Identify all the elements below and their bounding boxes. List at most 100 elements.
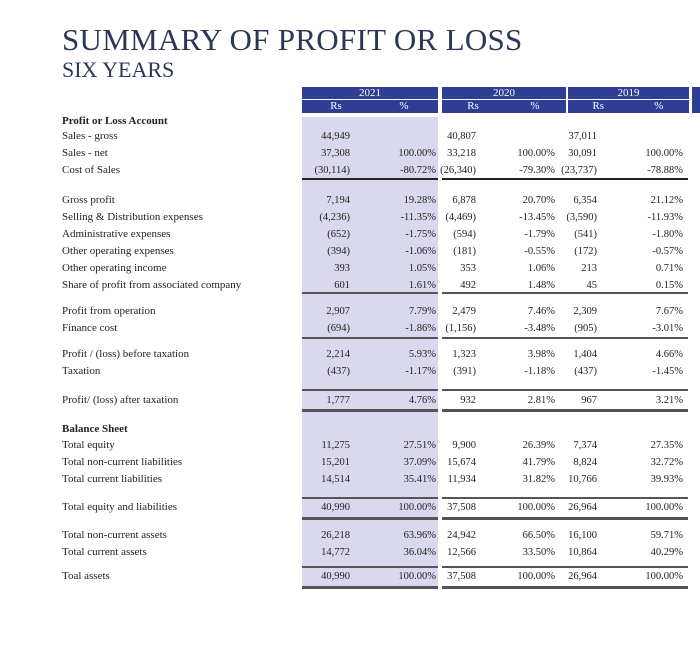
percent-cell: 21.12% [650, 195, 683, 206]
rule-line [442, 178, 688, 180]
amount-cell: (30,114) [314, 165, 350, 176]
percent-cell: 100.00% [517, 148, 555, 159]
percent-cell: 2.81% [527, 395, 555, 406]
amount-cell: 1,777 [326, 395, 350, 406]
amount-cell: (905) [574, 323, 597, 334]
rule-line [302, 337, 438, 339]
percent-cell: 59.71% [650, 530, 683, 541]
row-label: Other operating income [62, 262, 167, 274]
pct-column-header: % [370, 100, 438, 113]
percent-cell: 3.98% [527, 349, 555, 360]
year-header: 2019 [568, 87, 689, 99]
percent-cell: -80.72% [400, 165, 436, 176]
percent-cell: 100.00% [645, 502, 683, 513]
rule-line [302, 497, 438, 499]
percent-cell: 32.72% [650, 457, 683, 468]
row-label: Selling & Distribution expenses [62, 211, 203, 223]
percent-cell: 7.79% [408, 306, 436, 317]
row-label: Sales - net [62, 147, 108, 159]
amount-cell: 7,194 [326, 195, 350, 206]
amount-cell: 9,900 [452, 440, 476, 451]
amount-cell: 6,878 [452, 195, 476, 206]
rule-line [302, 409, 438, 412]
row-label: Finance cost [62, 322, 118, 334]
percent-cell: 100.00% [517, 571, 555, 582]
amount-cell: 2,907 [326, 306, 350, 317]
year-header: 2021 [302, 87, 438, 99]
percent-cell: -1.45% [652, 366, 683, 377]
rule-line [302, 517, 438, 520]
percent-cell: 1.05% [408, 263, 436, 274]
amount-cell: 14,514 [321, 474, 350, 485]
percent-cell: 3.21% [655, 395, 683, 406]
rule-line [302, 586, 438, 589]
amount-cell: 6,354 [573, 195, 597, 206]
rule-line [442, 517, 688, 520]
row-label: Total non-current assets [62, 529, 167, 541]
section-heading: Profit or Loss Account [62, 115, 168, 127]
amount-cell: 15,201 [321, 457, 350, 468]
amount-cell: (394) [327, 246, 350, 257]
rule-line [442, 337, 688, 339]
rule-line [442, 292, 688, 294]
row-label: Other operating expenses [62, 245, 174, 257]
rule-line [302, 178, 438, 180]
rule-line [442, 566, 688, 568]
amount-cell: 213 [581, 263, 597, 274]
row-label: Profit from operation [62, 305, 156, 317]
percent-cell: 63.96% [403, 530, 436, 541]
amount-cell: (437) [574, 366, 597, 377]
year-header-partial [692, 87, 700, 113]
amount-cell: 44,949 [321, 131, 350, 142]
amount-cell: 30,091 [568, 148, 597, 159]
amount-cell: 37,011 [568, 131, 598, 142]
row-label: Taxation [62, 365, 101, 377]
percent-cell: 1.48% [527, 280, 555, 291]
amount-cell: 2,214 [326, 349, 350, 360]
rs-column-header: Rs [568, 100, 629, 113]
row-label: Total non-current liabilities [62, 456, 183, 468]
amount-cell: 40,990 [321, 502, 350, 513]
row-label: Profit / (loss) before taxation [62, 348, 190, 360]
page-subtitle: SIX YEARS [62, 57, 175, 82]
amount-cell: (1,156) [445, 323, 476, 334]
amount-cell: 16,100 [568, 530, 597, 541]
percent-cell: 4.76% [408, 395, 436, 406]
amount-cell: 40,807 [447, 131, 476, 142]
amount-cell: 45 [586, 280, 598, 291]
amount-cell: (23,737) [561, 165, 597, 176]
percent-cell: 41.79% [522, 457, 555, 468]
row-label: Total current assets [62, 546, 147, 558]
page-title: SUMMARY OF PROFIT OR LOSS [62, 22, 523, 57]
amount-cell: 1,404 [573, 349, 597, 360]
percent-cell: -3.48% [524, 323, 555, 334]
amount-cell: 8,824 [573, 457, 597, 468]
amount-cell: 26,964 [568, 571, 597, 582]
row-label: Share of profit from associated company [62, 279, 242, 291]
rule-line [442, 586, 688, 589]
amount-cell: (594) [453, 229, 476, 240]
amount-cell: 37,508 [447, 502, 476, 513]
percent-cell: 100.00% [398, 502, 436, 513]
amount-cell: (541) [574, 229, 597, 240]
amount-cell: 1,323 [452, 349, 476, 360]
amount-cell: 24,942 [447, 530, 476, 541]
amount-cell: 10,864 [568, 547, 597, 558]
percent-cell: 0.71% [655, 263, 683, 274]
amount-cell: (4,236) [319, 212, 350, 223]
amount-cell: 11,275 [321, 440, 351, 451]
amount-cell: (4,469) [445, 212, 476, 223]
percent-cell: 100.00% [645, 571, 683, 582]
amount-cell: 26,218 [321, 530, 350, 541]
amount-cell: 2,309 [573, 306, 597, 317]
rs-column-header: Rs [302, 100, 370, 113]
percent-cell: 35.41% [403, 474, 436, 485]
amount-cell: (172) [574, 246, 597, 257]
highlight-band-2021 [302, 117, 438, 588]
amount-cell: (694) [327, 323, 350, 334]
amount-cell: 37,308 [321, 148, 350, 159]
percent-cell: 100.00% [398, 571, 436, 582]
percent-cell: 100.00% [398, 148, 436, 159]
percent-cell: 5.93% [408, 349, 436, 360]
amount-cell: 12,566 [447, 547, 476, 558]
